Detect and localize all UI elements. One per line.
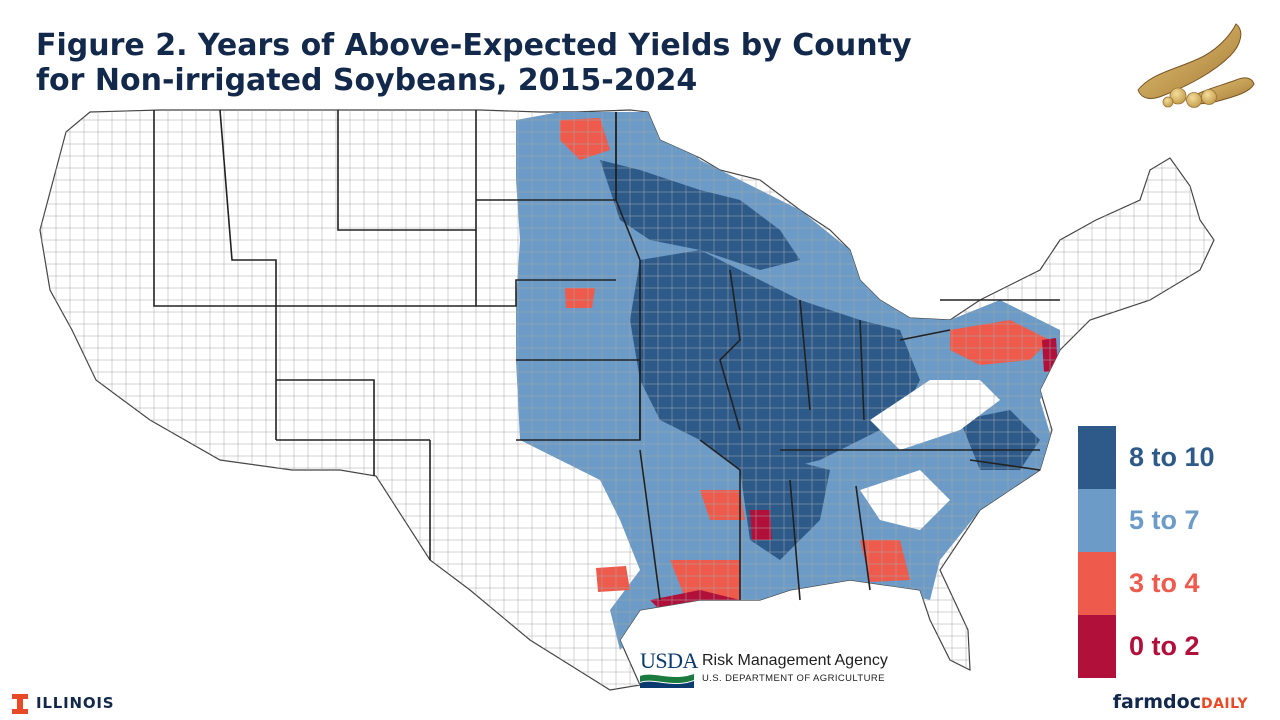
- figure-title: Figure 2. Years of Above-Expected Yields…: [36, 28, 1036, 98]
- legend-label-5-to-7: 5 to 7: [1129, 505, 1200, 535]
- usda-wordmark: USDA: [640, 648, 698, 673]
- legend-item-8-to-10: 8 to 10: [1078, 426, 1228, 489]
- legend-item-3-to-4: 3 to 4: [1078, 552, 1228, 615]
- farmdoc-daily-logo: farmdocDAILY: [1113, 690, 1248, 716]
- state-borders: [153, 109, 1060, 601]
- legend-swatch-8-to-10: [1078, 426, 1116, 489]
- usda-agency-name: Risk Management Agency: [702, 652, 888, 669]
- farmdoc-wordmark: farmdoc: [1112, 691, 1201, 713]
- legend-label-0-to-2: 0 to 2: [1129, 631, 1200, 661]
- usda-logo-icon: [640, 674, 694, 688]
- legend-swatch-5-to-7: [1078, 489, 1116, 552]
- illinois-block-i-icon: [12, 694, 28, 714]
- usda-logo: USDA Risk Management Agency U.S. DEPARTM…: [640, 650, 900, 690]
- figure-title-line-2: for Non-irrigated Soybeans, 2015-2024: [36, 63, 698, 98]
- illinois-wordmark: ILLINOIS: [36, 694, 115, 712]
- legend-item-5-to-7: 5 to 7: [1078, 489, 1228, 552]
- legend-label-8-to-10: 8 to 10: [1129, 442, 1215, 472]
- usda-department-name: U.S. DEPARTMENT OF AGRICULTURE: [702, 673, 885, 684]
- legend-label-3-to-4: 3 to 4: [1129, 568, 1200, 598]
- legend-swatch-0-to-2: [1078, 615, 1116, 678]
- legend-swatch-3-to-4: [1078, 552, 1116, 615]
- legend-item-0-to-2: 0 to 2: [1078, 615, 1228, 678]
- daily-wordmark: DAILY: [1200, 696, 1248, 712]
- figure-title-line-1: Figure 2. Years of Above-Expected Yields…: [36, 28, 912, 63]
- map-legend: 8 to 10 5 to 7 3 to 4 0 to 2: [1078, 426, 1228, 678]
- soybean-pod-icon: [1137, 23, 1255, 108]
